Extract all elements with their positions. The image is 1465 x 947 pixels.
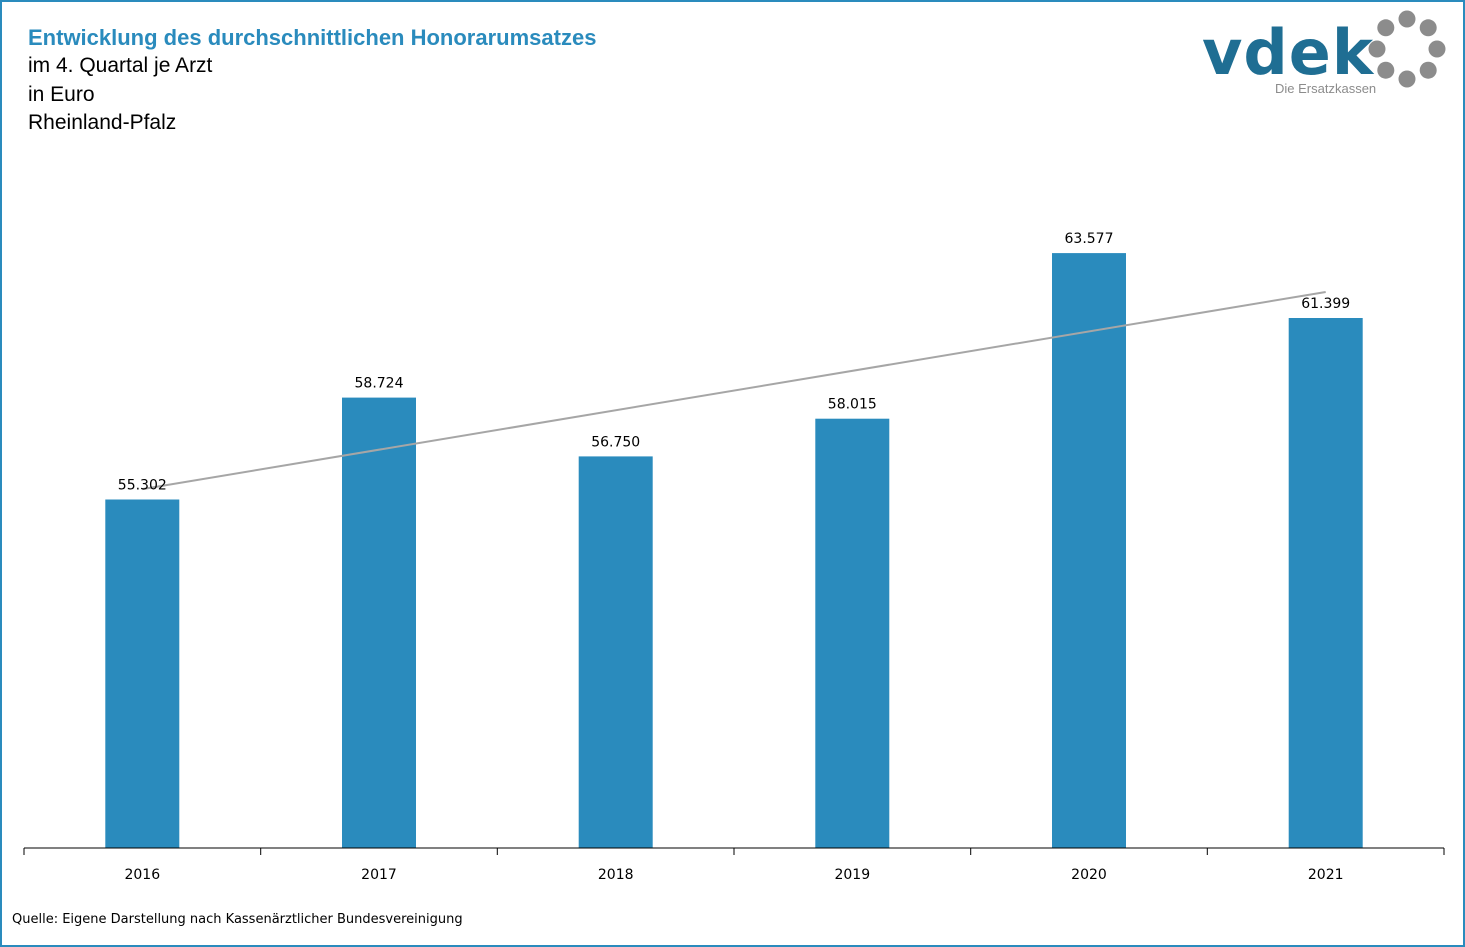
bar	[1288, 318, 1363, 848]
x-tick-label: 2020	[1071, 867, 1107, 883]
trend-line	[142, 291, 1326, 491]
bar	[578, 456, 653, 848]
x-tick-label: 2021	[1308, 867, 1344, 883]
data-label: 56.750	[591, 434, 640, 450]
ring-of-dots-icon	[1368, 10, 1446, 88]
bar	[342, 397, 416, 848]
subtitle-line-2: in Euro	[28, 82, 95, 106]
logo-wordmark: vdek	[1202, 16, 1375, 89]
logo-dot	[1377, 19, 1395, 37]
data-label: 61.399	[1301, 296, 1350, 312]
bar	[815, 418, 890, 848]
logo-dot	[1377, 61, 1395, 79]
logo-dot	[1368, 40, 1386, 58]
logo-dot	[1428, 40, 1446, 58]
logo-dot	[1398, 10, 1416, 28]
subtitle-line-3: Rheinland-Pfalz	[28, 111, 177, 134]
x-tick-label: 2017	[361, 867, 397, 883]
x-tick-label: 2016	[124, 867, 160, 883]
bar	[1052, 253, 1126, 849]
logo-dot	[1419, 61, 1437, 79]
logo-dot	[1398, 70, 1416, 88]
logo-tagline: Die Ersatzkassen	[1275, 81, 1376, 96]
vdek-logo: vdek Die Ersatzkassen	[1202, 10, 1446, 96]
data-label: 55.302	[118, 478, 167, 494]
chart-title: Entwicklung des durchschnittlichen Honor…	[28, 25, 597, 50]
source-note: Quelle: Eigene Darstellung nach Kassenär…	[12, 912, 463, 927]
x-tick-label: 2018	[598, 867, 634, 883]
logo-dot	[1419, 19, 1437, 37]
bar	[105, 499, 180, 848]
data-label: 58.015	[828, 397, 877, 413]
data-label: 58.724	[355, 376, 404, 392]
subtitle-line-1: im 4. Quartal je Arzt	[28, 54, 213, 77]
title-block: Entwicklung des durchschnittlichen Honor…	[28, 24, 596, 138]
data-label: 63.577	[1065, 231, 1114, 247]
x-tick-label: 2019	[834, 867, 870, 883]
